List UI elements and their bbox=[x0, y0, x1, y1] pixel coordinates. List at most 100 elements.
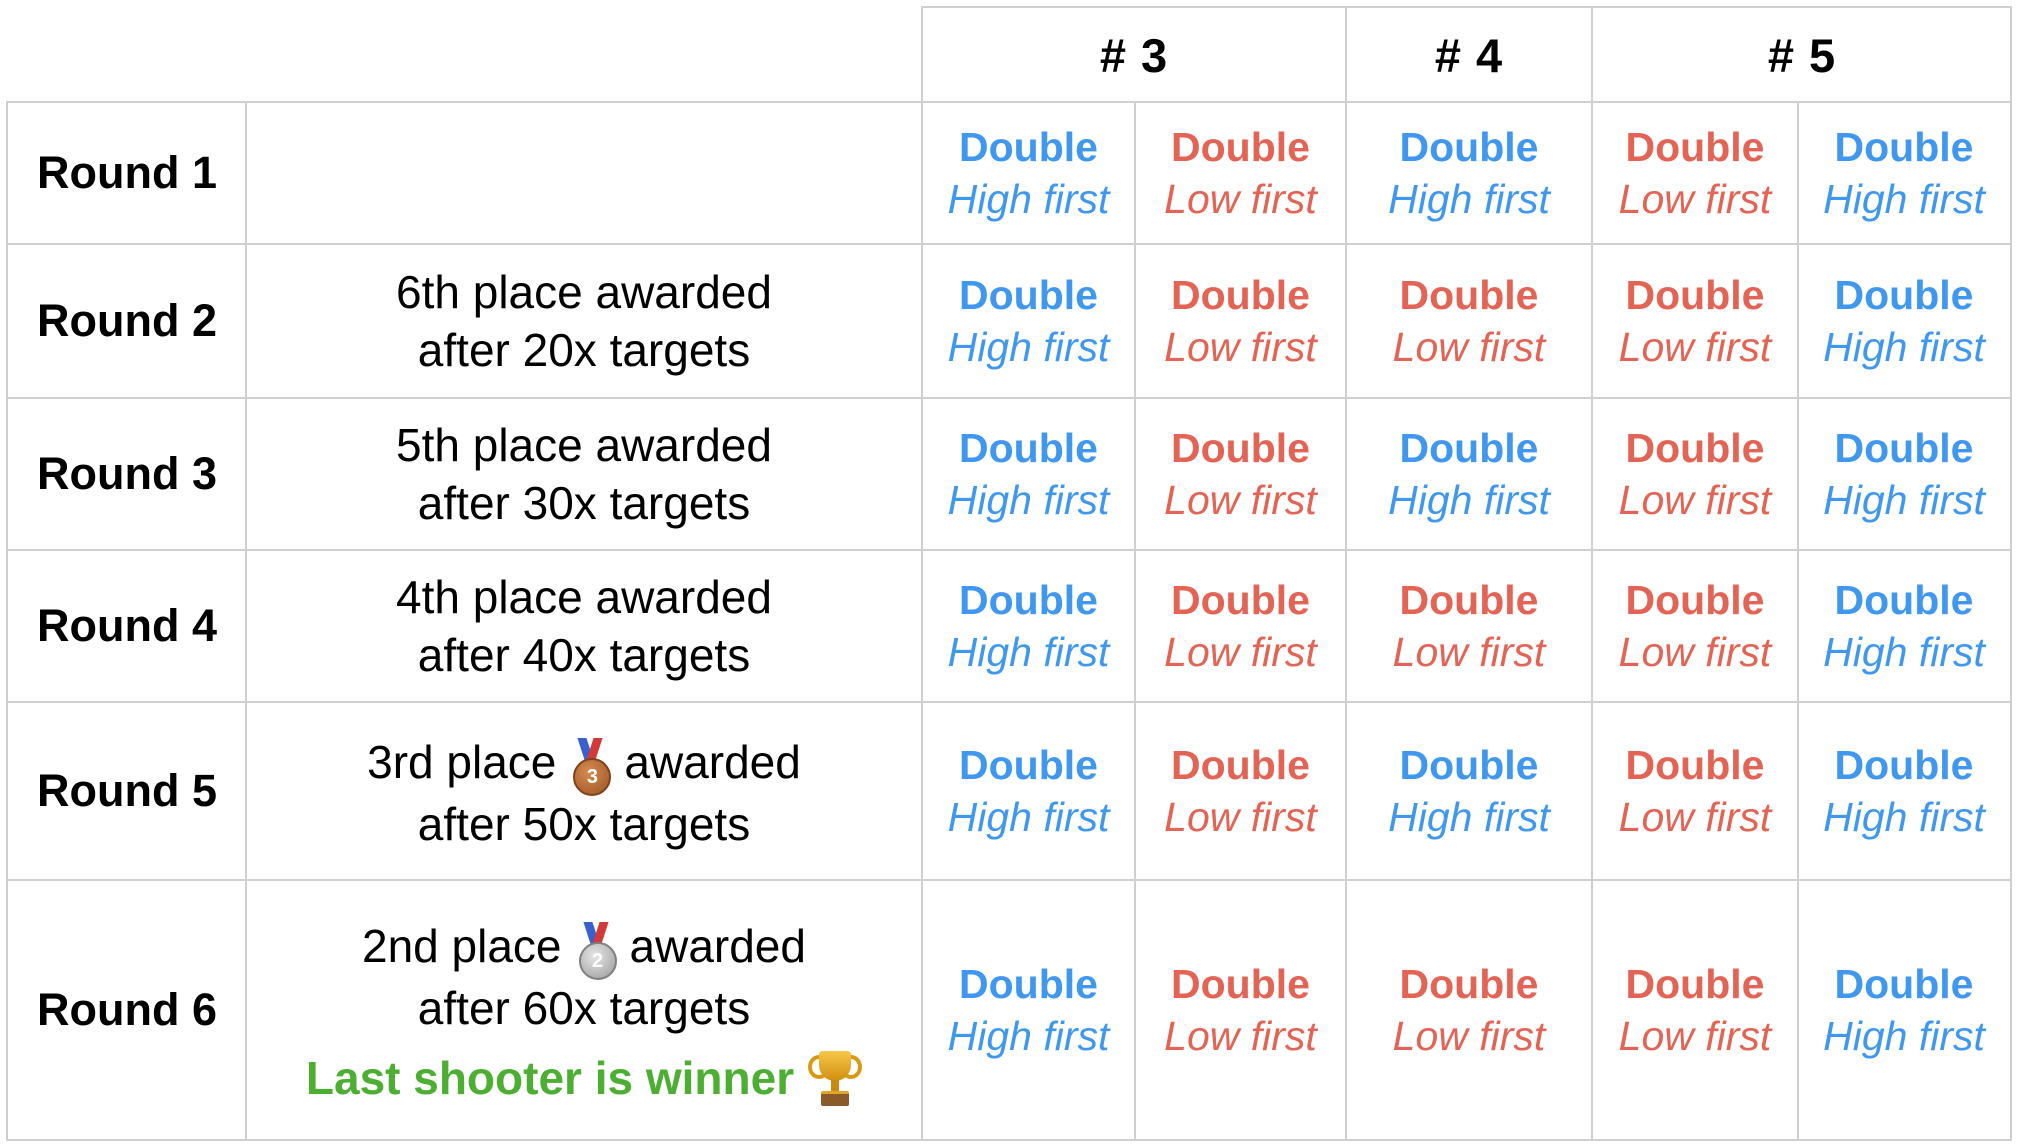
double-label: Double bbox=[1171, 124, 1310, 170]
high-first-label: High first bbox=[1823, 324, 1985, 370]
high-first-label: High first bbox=[1388, 477, 1550, 523]
description-line: after 40x targets bbox=[417, 629, 751, 681]
double-label: Double bbox=[1834, 742, 1974, 788]
rule-cell: Double High first bbox=[1798, 880, 2010, 1140]
description-line: 6th place awarded bbox=[396, 266, 772, 318]
rule-cell: Double Low first bbox=[1592, 244, 1798, 398]
rule-cell: Double High first bbox=[1798, 702, 2010, 880]
double-label: Double bbox=[1399, 577, 1539, 623]
double-label: Double bbox=[1171, 272, 1310, 318]
rule-cell: Double High first bbox=[1798, 398, 2010, 550]
rule-cell: Double Low first bbox=[1135, 102, 1346, 244]
round-label: Round 3 bbox=[37, 448, 217, 499]
description-line: after 20x targets bbox=[417, 324, 751, 376]
low-first-label: Low first bbox=[1164, 794, 1317, 840]
double-label: Double bbox=[1625, 742, 1765, 788]
high-first-label: High first bbox=[1823, 629, 1985, 675]
double-label: Double bbox=[959, 272, 1098, 318]
rule-cell: Double Low first bbox=[1592, 398, 1798, 550]
rule-cell: Double High first bbox=[1346, 102, 1592, 244]
rule-cell: Double High first bbox=[1798, 550, 2010, 702]
rule-cell: Double High first bbox=[922, 550, 1135, 702]
rule-cell: Double Low first bbox=[1592, 702, 1798, 880]
low-first-label: Low first bbox=[1392, 629, 1546, 675]
double-label: Double bbox=[1625, 577, 1765, 623]
double-label: Double bbox=[959, 577, 1098, 623]
rule-cell: Double Low first bbox=[1346, 550, 1592, 702]
winner-note: Last shooter is winner bbox=[305, 1049, 863, 1107]
double-label: Double bbox=[1834, 124, 1974, 170]
round-description: 6th place awarded after 20x targets bbox=[246, 244, 922, 398]
low-first-label: Low first bbox=[1618, 629, 1772, 675]
round-label: Round 4 bbox=[37, 600, 217, 651]
rule-cell: Double Low first bbox=[1592, 880, 1798, 1140]
winner-text: Last shooter is winner bbox=[305, 1052, 795, 1104]
double-label: Double bbox=[1399, 124, 1539, 170]
rule-cell: Double High first bbox=[922, 244, 1135, 398]
rule-cell: Double Low first bbox=[1135, 702, 1346, 880]
low-first-label: Low first bbox=[1392, 324, 1546, 370]
double-label: Double bbox=[1171, 425, 1310, 471]
description-line: after 50x targets bbox=[417, 798, 751, 850]
double-label: Double bbox=[1171, 742, 1310, 788]
column-header-5: # 5 bbox=[1767, 28, 1837, 82]
rule-cell: Double Low first bbox=[1135, 880, 1346, 1140]
double-label: Double bbox=[1834, 577, 1974, 623]
double-label: Double bbox=[959, 961, 1098, 1007]
rule-cell: Double High first bbox=[1798, 102, 2010, 244]
round-label: Round 1 bbox=[37, 147, 217, 198]
medal-number: 2 bbox=[578, 941, 617, 980]
round-label: Round 5 bbox=[37, 765, 217, 816]
double-label: Double bbox=[1171, 961, 1310, 1007]
rule-cell: Double Low first bbox=[1135, 550, 1346, 702]
round-label: Round 2 bbox=[37, 295, 217, 346]
high-first-label: High first bbox=[947, 794, 1110, 840]
low-first-label: Low first bbox=[1164, 477, 1317, 523]
low-first-label: Low first bbox=[1618, 794, 1772, 840]
round-description: 4th place awarded after 40x targets bbox=[246, 550, 922, 702]
high-first-label: High first bbox=[947, 1013, 1110, 1059]
rule-cell: Double High first bbox=[1346, 398, 1592, 550]
column-header-3: # 3 bbox=[1099, 28, 1169, 82]
rule-cell: Double Low first bbox=[1135, 398, 1346, 550]
double-label: Double bbox=[1399, 272, 1539, 318]
double-label: Double bbox=[959, 742, 1098, 788]
double-label: Double bbox=[1625, 272, 1765, 318]
double-label: Double bbox=[1834, 272, 1974, 318]
double-label: Double bbox=[1834, 961, 1974, 1007]
rule-cell: Double High first bbox=[922, 880, 1135, 1140]
double-label: Double bbox=[1399, 425, 1539, 471]
description-line: after 30x targets bbox=[417, 477, 751, 529]
high-first-label: High first bbox=[1388, 794, 1550, 840]
low-first-label: Low first bbox=[1164, 629, 1317, 675]
low-first-label: Low first bbox=[1618, 324, 1772, 370]
round-label: Round 6 bbox=[37, 984, 217, 1035]
low-first-label: Low first bbox=[1392, 1013, 1546, 1059]
high-first-label: High first bbox=[947, 477, 1110, 523]
rule-cell: Double Low first bbox=[1135, 244, 1346, 398]
rule-cell: Double High first bbox=[922, 398, 1135, 550]
double-label: Double bbox=[959, 425, 1098, 471]
double-label: Double bbox=[959, 124, 1098, 170]
description-line: 4th place awarded bbox=[396, 571, 772, 623]
rule-cell: Double Low first bbox=[1346, 244, 1592, 398]
high-first-label: High first bbox=[1823, 176, 1985, 222]
double-label: Double bbox=[1834, 425, 1974, 471]
high-first-label: High first bbox=[947, 324, 1110, 370]
bronze-medal-icon: 3 bbox=[570, 737, 612, 796]
description-line: 5th place awarded bbox=[396, 419, 772, 471]
rule-cell: Double Low first bbox=[1592, 550, 1798, 702]
double-label: Double bbox=[1399, 961, 1539, 1007]
high-first-label: High first bbox=[1823, 477, 1985, 523]
low-first-label: Low first bbox=[1164, 176, 1317, 222]
silver-medal-icon: 2 bbox=[576, 921, 617, 980]
rule-cell: Double High first bbox=[922, 702, 1135, 880]
description-line: after 60x targets bbox=[417, 982, 751, 1034]
place-text: 2nd place bbox=[362, 920, 562, 972]
high-first-label: High first bbox=[1388, 176, 1550, 222]
high-first-label: High first bbox=[947, 629, 1110, 675]
low-first-label: Low first bbox=[1164, 1013, 1317, 1059]
low-first-label: Low first bbox=[1164, 324, 1317, 370]
round-description: 2nd place 2 awarded after 60x targets Last… bbox=[246, 880, 922, 1140]
